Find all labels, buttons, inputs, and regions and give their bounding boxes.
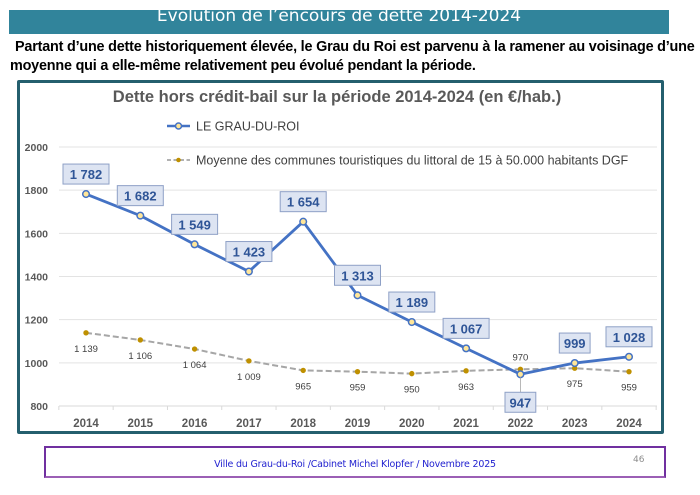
- point-grau-du-roi-2021: [462, 344, 471, 353]
- data-label-box-2024: [605, 326, 653, 348]
- slide-title: Evolution de l’encours de dette 2014-202…: [156, 10, 522, 26]
- chart-title: Dette hors crédit-bail sur la période 20…: [113, 88, 561, 106]
- data-label-moyenne-2014: 1 139: [74, 344, 98, 355]
- x-tick-label-2020: 2020: [399, 418, 425, 430]
- point-grau-du-roi-2017: [244, 267, 253, 276]
- data-label-box-2018: [279, 191, 327, 213]
- y-tick-label-800: 800: [30, 401, 48, 413]
- point-moyenne-2015: [137, 337, 144, 343]
- point-moyenne-2024: [626, 368, 632, 375]
- series-moyenne: 1 139 1 106 1 064 1 009 965 959 950 963 970 975 95…: [74, 330, 637, 396]
- y-tick-label-2000: 2000: [25, 142, 49, 154]
- legend-item-moyenne: Moyenne des communes touristiques du lit…: [167, 154, 629, 168]
- data-label-moyenne-2023: 975: [567, 379, 583, 390]
- y-tick-label-1800: 1800: [25, 185, 49, 197]
- point-grau-du-roi-2019: [353, 291, 362, 300]
- data-label-grau-du-roi-2016: 1 549: [178, 217, 211, 232]
- legend-label-moyenne: Moyenne des communes touristiques du lit…: [196, 154, 629, 168]
- y-tick-label-1000: 1000: [25, 358, 49, 370]
- data-label-grau-du-roi-2015: 1 682: [124, 189, 157, 204]
- point-moyenne-2016: [191, 346, 198, 352]
- point-grau-du-roi-2024: [624, 352, 634, 361]
- data-label-moyenne-2022: 970: [512, 352, 528, 363]
- point-grau-du-roi-2023: [570, 358, 579, 368]
- data-label-moyenne-2020: 950: [404, 385, 420, 396]
- point-grau-du-roi-2022: [516, 370, 525, 379]
- point-moyenne-2020: [409, 370, 415, 377]
- data-label-moyenne-2015: 1 106: [128, 351, 152, 362]
- data-label-moyenne-2018: 965: [295, 381, 311, 392]
- y-tick-label-1600: 1600: [25, 228, 49, 240]
- data-label-box-2017: [225, 241, 273, 263]
- data-label-grau-du-roi-2024: 1 028: [613, 330, 646, 345]
- intro-text: Partant d’une dette historiquement élevé…: [10, 38, 700, 76]
- slide-title-bar: Evolution de l’encours de dette 2014-202…: [9, 10, 669, 34]
- intro-line-1: Partant d’une dette historiquement élevé…: [15, 39, 695, 55]
- legend-marker-grau-du-roi: [174, 122, 183, 130]
- legend-label-grau-du-roi: LE GRAU-DU-ROI: [196, 120, 299, 134]
- point-grau-du-roi-2016: [190, 240, 199, 249]
- footer-box: Ville du Grau-du-Roi /Cabinet Michel Klo…: [44, 446, 666, 478]
- data-label-grau-du-roi-2020: 1 189: [396, 295, 429, 310]
- y-axis-ticks: 800 1000 1200 1400 1600 1800 2000: [25, 142, 49, 413]
- x-tick-label-2014: 2014: [73, 418, 99, 430]
- data-label-moyenne-2024: 959: [621, 383, 637, 394]
- y-tick-label-1200: 1200: [25, 315, 49, 327]
- data-label-box-2023: [558, 332, 591, 354]
- data-label-grau-du-roi-2021: 1 067: [450, 321, 483, 336]
- data-label-box-2021: [442, 317, 490, 339]
- point-grau-du-roi-2015: [136, 211, 145, 220]
- data-label-box-2022: [504, 391, 537, 413]
- point-grau-du-roi-2018: [299, 217, 308, 226]
- x-tick-label-2023: 2023: [562, 418, 588, 430]
- data-label-grau-du-roi-2022: 947: [510, 395, 532, 410]
- point-grau-du-roi-2014: [81, 190, 91, 199]
- series-grau-du-roi: 1 782 1 682 1 549 1 423 1 654 1 313 1 189 1 067…: [62, 163, 653, 413]
- data-label-grau-du-roi-2018: 1 654: [287, 195, 320, 210]
- data-label-grau-du-roi-2019: 1 313: [341, 268, 374, 283]
- point-moyenne-2018: [300, 367, 306, 374]
- data-label-moyenne-2021: 963: [458, 382, 474, 393]
- point-moyenne-2021: [463, 368, 469, 374]
- data-label-moyenne-2016: 1 064: [183, 360, 207, 371]
- legend-marker-moyenne: [176, 157, 181, 163]
- legend-item-grau-du-roi: LE GRAU-DU-ROI: [167, 120, 299, 134]
- point-moyenne-2014: [83, 330, 89, 336]
- data-label-grau-du-roi-2017: 1 423: [233, 245, 266, 260]
- point-moyenne-2017: [246, 358, 252, 364]
- data-label-box-2016: [171, 213, 219, 235]
- x-tick-label-2018: 2018: [290, 418, 316, 430]
- x-tick-label-2019: 2019: [345, 418, 371, 430]
- x-tick-label-2021: 2021: [453, 418, 479, 430]
- page-number: 46: [633, 455, 645, 465]
- point-moyenne-2019: [354, 368, 361, 375]
- data-label-box-2020: [388, 291, 436, 313]
- data-label-box-2019: [334, 264, 381, 286]
- data-label-grau-du-roi-2023: 999: [564, 336, 586, 351]
- x-tick-label-2022: 2022: [508, 418, 534, 430]
- x-tick-label-2017: 2017: [236, 418, 262, 430]
- data-label-moyenne-2017: 1 009: [237, 372, 261, 383]
- point-grau-du-roi-2020: [407, 317, 416, 327]
- x-tick-label-2015: 2015: [128, 418, 154, 430]
- data-label-moyenne-2019: 959: [350, 383, 366, 394]
- x-tick-label-2016: 2016: [182, 418, 208, 430]
- x-tick-label-2024: 2024: [616, 418, 642, 430]
- data-label-box-2015: [116, 185, 164, 207]
- chart-frame: [17, 80, 664, 434]
- x-axis-ticks: 2014 2015 2016 2017 2018 2019 2020 2021 2022 2023…: [73, 418, 642, 430]
- intro-line-2: moyenne qui a elle-même relativement peu…: [10, 58, 476, 74]
- data-label-box-2014: [62, 163, 110, 185]
- data-label-grau-du-roi-2014: 1 782: [70, 167, 103, 182]
- y-tick-label-1400: 1400: [25, 272, 49, 284]
- legend: LE GRAU-DU-ROI Moyenne des communes tour…: [167, 120, 629, 168]
- footer-credit: Ville du Grau-du-Roi /Cabinet Michel Klo…: [214, 459, 496, 470]
